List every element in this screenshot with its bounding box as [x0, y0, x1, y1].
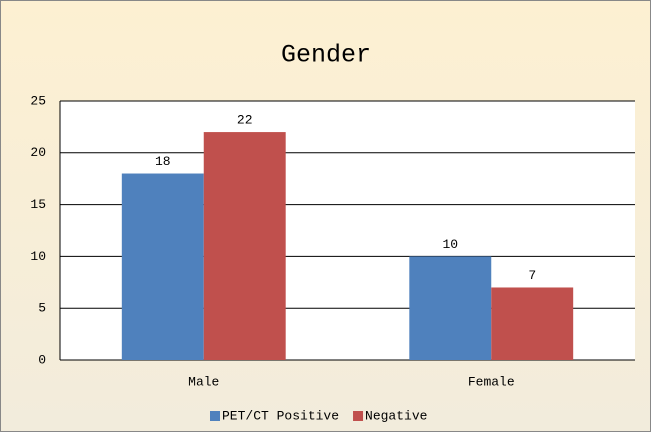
legend-swatch — [353, 411, 364, 421]
legend-swatch — [210, 411, 220, 421]
bar — [121, 173, 204, 360]
data-label: 7 — [528, 268, 536, 283]
data-label: 22 — [237, 113, 253, 128]
bar — [409, 256, 492, 360]
y-tick-label: 10 — [30, 249, 46, 264]
x-tick-label: Female — [468, 374, 515, 389]
y-tick-label: 5 — [38, 301, 46, 316]
data-label: 18 — [155, 154, 171, 169]
legend-label: Negative — [365, 408, 427, 423]
bar — [203, 132, 286, 360]
legend-label: PET/CT Positive — [222, 408, 339, 423]
y-tick-label: 25 — [30, 93, 46, 108]
y-tick-label: 20 — [30, 145, 46, 160]
chart-title: Gender — [281, 41, 371, 70]
bar — [491, 287, 574, 360]
y-tick-label: 15 — [30, 197, 46, 212]
x-tick-label: Male — [188, 374, 219, 389]
y-tick-label: 0 — [38, 352, 46, 367]
data-label: 10 — [442, 237, 458, 252]
